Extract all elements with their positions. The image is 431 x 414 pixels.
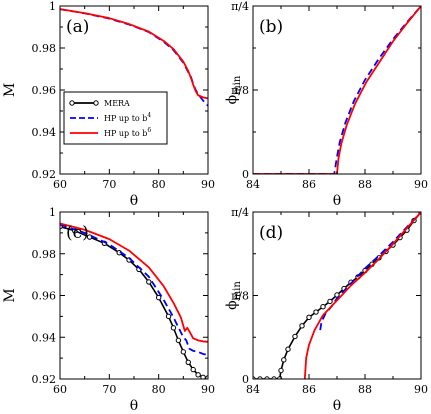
x-tick-label-b: 90 <box>414 178 428 191</box>
y-tick-label-c: 0.92 <box>32 373 57 386</box>
mera-point-d <box>327 298 333 305</box>
mera-point-c <box>170 325 177 331</box>
y-tick-label-c: 0.94 <box>32 331 57 344</box>
x-tick-label-c: 60 <box>53 383 67 396</box>
panel-label-b: (b) <box>259 17 283 37</box>
y-axis-label-b: ϕmin <box>224 75 243 104</box>
series-hp-up-to-b-4-line-d <box>319 212 421 331</box>
mera-point-c <box>146 279 152 285</box>
y-axis-label-a: M <box>2 83 18 97</box>
x-axis-label-b: θ <box>333 193 341 209</box>
legend: MERA HP up to b4 HP up to b6 <box>63 91 168 145</box>
y-tick-label-c: 0.98 <box>32 248 57 261</box>
y-tick-label-b: π/4 <box>231 0 249 13</box>
x-tick-label-b: 88 <box>358 178 372 191</box>
x-axis-label-c: θ <box>130 398 138 414</box>
series-hp-up-to-b-4-line-c <box>60 223 208 356</box>
mera-point-c <box>175 337 182 344</box>
x-tick-label-c: 90 <box>201 383 215 396</box>
panel-c: 60 70 80 90 0.92 0.94 0.96 0.98 1 θ M (c) <box>2 206 215 414</box>
legend-label-hp-up-to-b6: HP up to b6 <box>104 127 151 138</box>
x-tick-label-d: 84 <box>246 383 260 396</box>
x-tick-label-b: 84 <box>246 178 260 191</box>
panel-label-d: (d) <box>259 223 283 243</box>
panel-a: 60 70 80 90 0.92 0.94 0.96 0.98 1 θ M (a) <box>2 0 215 209</box>
x-tick-label-d: 90 <box>414 383 428 396</box>
x-tick-label-a: 90 <box>201 178 215 191</box>
y-tick-label-a: 0.94 <box>32 126 57 139</box>
series-hp-up-to-b-4-line-b <box>253 6 421 174</box>
mera-point-d <box>285 346 291 352</box>
y-axis-label-c: M <box>2 288 18 302</box>
legend-label-mera: MERA <box>104 99 130 108</box>
x-axis-label-d: θ <box>333 398 341 414</box>
x-tick-label-a: 80 <box>152 178 166 191</box>
y-tick-label-a: 0.92 <box>32 168 57 181</box>
x-tick-label-a: 70 <box>102 178 116 191</box>
mera-point-c <box>185 359 191 365</box>
mera-point-c <box>195 372 201 378</box>
y-tick-label-b: 0 <box>242 168 249 181</box>
legend-label-hp-up-to-b4: HP up to b4 <box>104 112 151 123</box>
x-tick-label-b: 86 <box>302 178 316 191</box>
x-tick-label-c: 80 <box>152 383 166 396</box>
mera-point-d <box>281 357 287 363</box>
panel-b: 84 86 88 90 0 π/8 π/4 θ ϕmin (b) <box>224 0 428 209</box>
x-tick-label-d: 86 <box>302 383 316 396</box>
x-tick-label-c: 70 <box>102 383 116 396</box>
y-tick-label-a: 0.96 <box>32 84 57 97</box>
mera-point-d <box>292 333 298 340</box>
mera-point-d <box>313 309 319 315</box>
mera-point-c <box>155 294 162 301</box>
mera-point-c <box>200 374 206 379</box>
series-hp-up-to-b-6-line-b <box>253 6 421 174</box>
x-axis-label-a: θ <box>130 193 138 209</box>
panel-label-c: (c) <box>66 223 89 243</box>
x-tick-label-d: 88 <box>358 383 372 396</box>
y-tick-label-b: π/8 <box>231 84 249 97</box>
x-tick-label-a: 60 <box>53 178 67 191</box>
y-tick-label-d: π/8 <box>231 290 249 303</box>
series-hp-up-to-b-6-line-c <box>60 222 208 343</box>
y-tick-label-a: 1 <box>49 0 56 13</box>
mera-point-d <box>306 314 312 321</box>
series-hp-up-to-b-6-line-d <box>303 212 421 379</box>
panel-label-a: (a) <box>66 17 89 37</box>
y-tick-label-c: 0.96 <box>32 290 57 303</box>
y-tick-label-d: 0 <box>242 373 249 386</box>
mera-point-c <box>190 366 196 373</box>
y-tick-label-c: 1 <box>49 206 56 219</box>
series-hp-up-to-b-6-line-a <box>60 8 208 100</box>
mera-point-d <box>320 304 326 310</box>
y-tick-label-d: π/4 <box>231 206 249 219</box>
mera-point-d <box>278 367 284 374</box>
y-tick-label-a: 0.98 <box>32 42 57 55</box>
mera-point-c <box>205 375 208 379</box>
mera-point-d <box>299 323 305 329</box>
y-axis-label-d: ϕmin <box>224 281 243 310</box>
mera-point-c <box>165 313 172 320</box>
mera-point-c <box>180 349 187 355</box>
panel-d: 84 86 88 90 0 π/8 π/4 θ ϕmin (d) <box>224 206 428 414</box>
series-mera-line-c <box>60 225 208 379</box>
